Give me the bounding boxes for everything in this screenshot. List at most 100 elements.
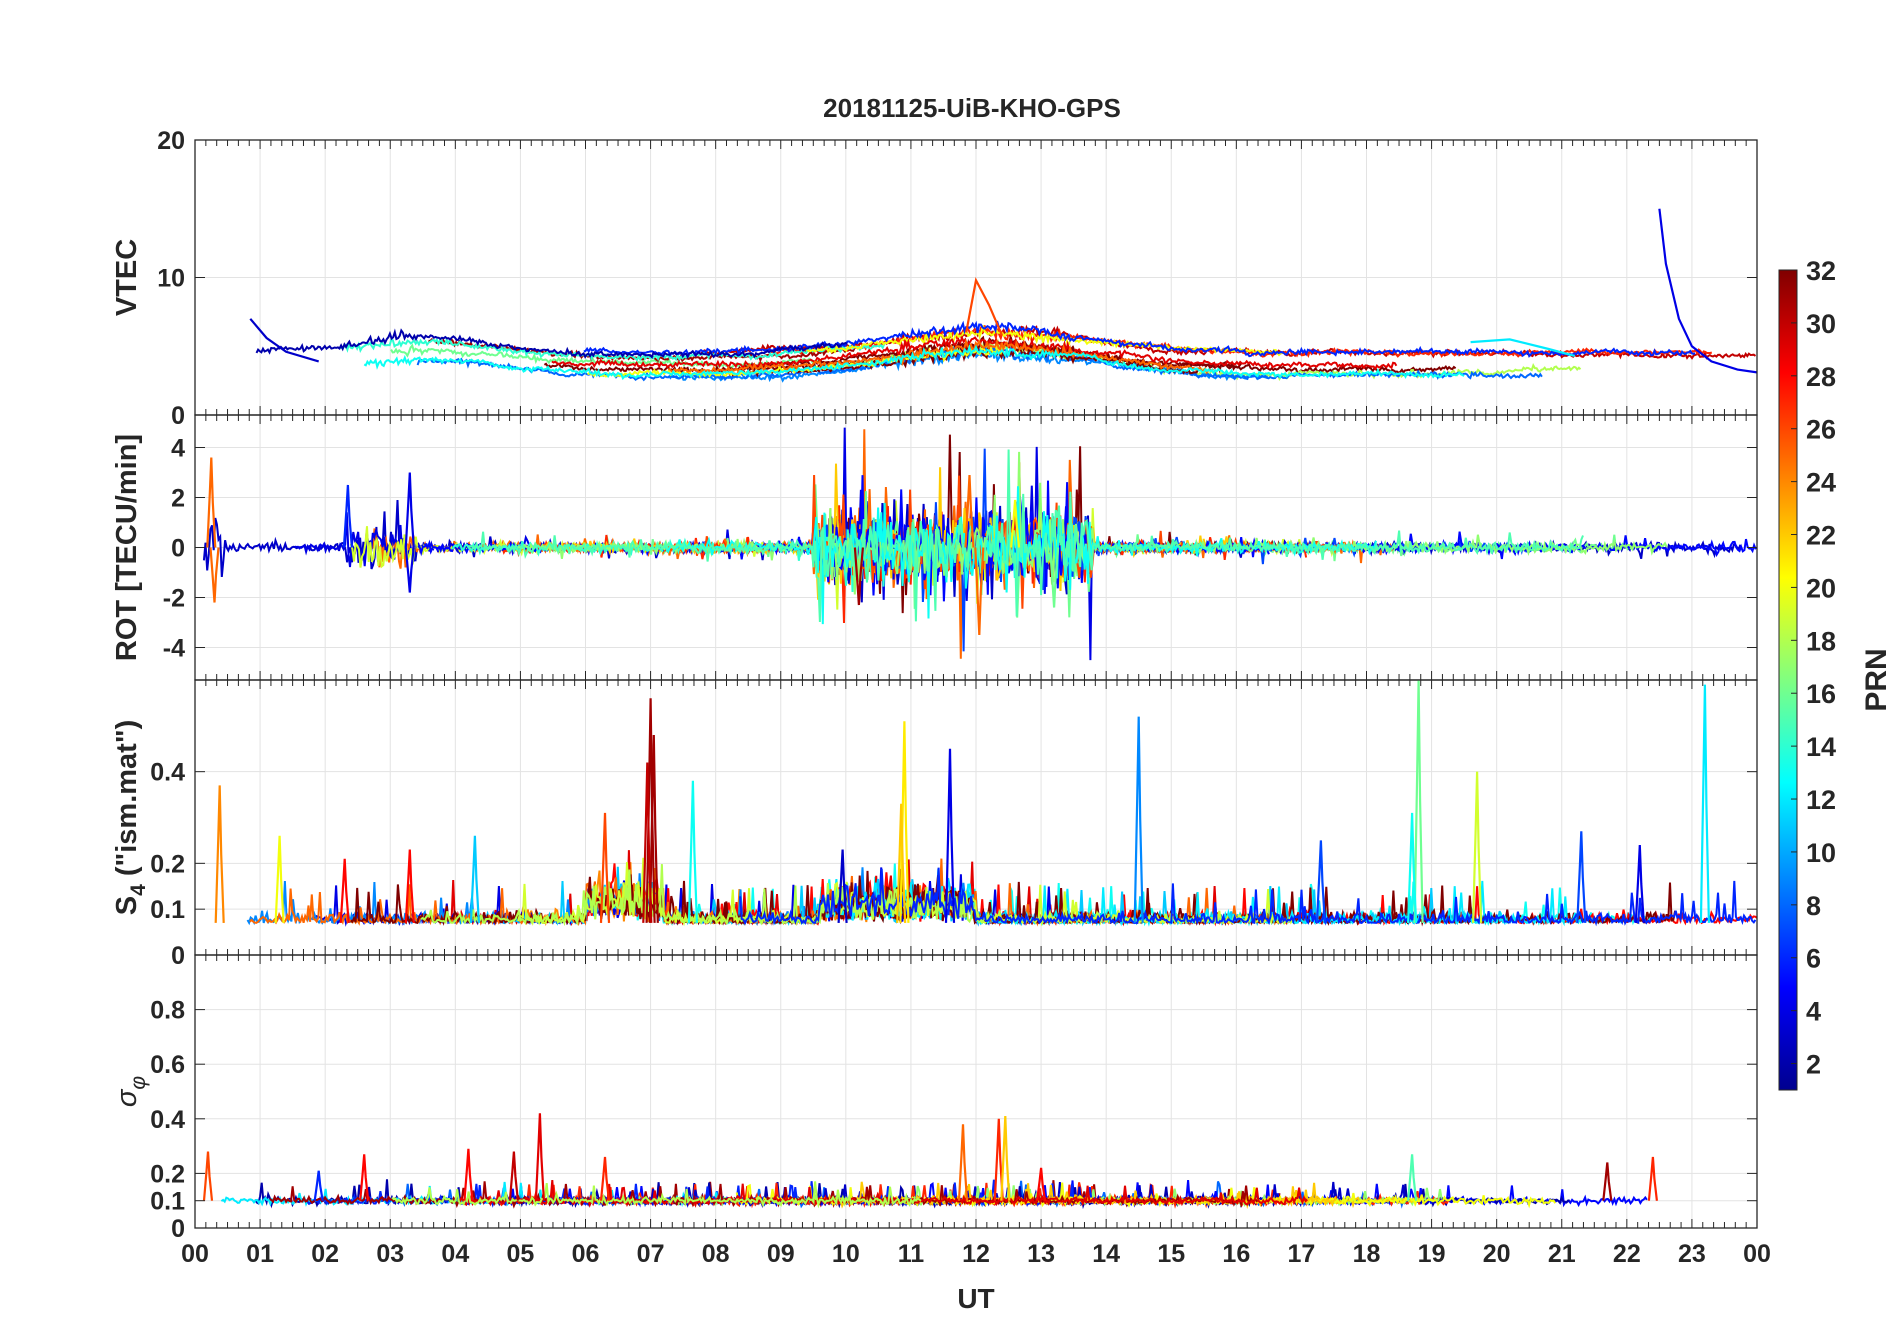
x-tick-label: 15 xyxy=(1157,1240,1185,1268)
y-tick-label: 0.2 xyxy=(150,1160,185,1188)
x-tick-label: 01 xyxy=(246,1240,274,1268)
prn-trace xyxy=(420,864,990,927)
prn-3-trace xyxy=(249,318,320,363)
prn-26-trace xyxy=(965,276,1004,336)
panel-s4-ylabel: S4 ("ism.mat") xyxy=(111,720,150,916)
x-tick-label: 06 xyxy=(572,1240,600,1268)
panel-sigma_phi-ylabel: σφ xyxy=(111,1076,150,1108)
colorbar-tick-label: 20 xyxy=(1806,573,1836,603)
y-tick-label: 2 xyxy=(171,485,185,513)
prn-spike xyxy=(1634,844,1645,923)
prn-trace xyxy=(255,328,848,360)
colorbar-tick-label: 8 xyxy=(1806,891,1821,921)
y-tick-label: 0.1 xyxy=(150,896,185,924)
x-tick-label: 08 xyxy=(702,1240,730,1268)
x-tick-label: 00 xyxy=(1743,1240,1771,1268)
prn-12-trace xyxy=(1470,338,1576,357)
y-tick-label: 0 xyxy=(171,1215,185,1243)
prn-spike xyxy=(642,762,653,923)
colorbar-label: PRN xyxy=(1860,648,1893,711)
prn-spike xyxy=(853,547,864,606)
prn-spike xyxy=(1602,1162,1613,1201)
x-tick-label: 03 xyxy=(376,1240,404,1268)
prn-spike xyxy=(1472,771,1483,923)
prn-spike xyxy=(599,812,611,923)
prn-spike xyxy=(1407,1154,1418,1201)
panel-s4-traces xyxy=(214,680,1757,927)
x-tick-label: 02 xyxy=(311,1240,339,1268)
prn-spike xyxy=(209,547,220,603)
prn-spike xyxy=(214,785,225,923)
colorbar-tick-label: 26 xyxy=(1806,415,1836,445)
prn-trace xyxy=(363,343,1465,381)
panel-vtec-traces xyxy=(249,208,1757,383)
colorbar-tick-label: 6 xyxy=(1806,944,1821,974)
prn-spike xyxy=(508,1151,519,1201)
panel-vtec-ylabel: VTEC xyxy=(111,239,143,316)
colorbar-tick-label: 22 xyxy=(1806,521,1836,551)
y-tick-label: 0.6 xyxy=(150,1051,185,1079)
prn-spike xyxy=(1407,812,1418,923)
prn-spike xyxy=(974,547,985,636)
prn-spike xyxy=(1647,1156,1658,1201)
x-tick-label: 00 xyxy=(181,1240,209,1268)
prn-spike xyxy=(1315,840,1326,923)
panel-rot-ylabel: ROT [TECU/min] xyxy=(111,434,143,661)
x-tick-label: 12 xyxy=(962,1240,990,1268)
prn-spike xyxy=(944,748,956,923)
prn-spike xyxy=(1049,547,1060,608)
prn-spike xyxy=(687,780,698,923)
prn-spike xyxy=(206,457,217,548)
x-tick-label: 19 xyxy=(1418,1240,1446,1268)
prn-trace xyxy=(583,320,1696,358)
prn-spike xyxy=(469,835,480,923)
prn-spike xyxy=(896,803,907,923)
prn-spike xyxy=(404,547,415,593)
prn-spike xyxy=(313,1170,324,1201)
x-tick-label: 22 xyxy=(1613,1240,1641,1268)
prn-spike xyxy=(463,1148,474,1201)
x-tick-label: 11 xyxy=(898,1240,925,1268)
prn-spike xyxy=(274,835,285,923)
prn-spike xyxy=(404,472,415,548)
colorbar-tick-label: 18 xyxy=(1806,626,1836,656)
colorbar-tick-label: 4 xyxy=(1806,997,1821,1027)
x-tick-label: 16 xyxy=(1222,1240,1250,1268)
colorbar-tick-label: 24 xyxy=(1806,468,1836,498)
prn-spike xyxy=(1000,1116,1011,1201)
prn-trace xyxy=(551,335,1398,371)
y-tick-label: 10 xyxy=(157,265,185,293)
y-tick-label: 20 xyxy=(157,127,185,155)
prn-spike xyxy=(957,1124,969,1201)
x-tick-label: 10 xyxy=(832,1240,860,1268)
prn-trace xyxy=(739,867,1757,927)
colorbar-tick-label: 28 xyxy=(1806,362,1836,392)
panel-sigma_phi-traces xyxy=(202,1113,1658,1210)
panel-rot-traces xyxy=(202,427,1757,661)
y-tick-label: 0.8 xyxy=(150,997,185,1025)
chart-title: 20181125-UiB-KHO-GPS xyxy=(823,93,1121,123)
prn-spike xyxy=(993,1118,1004,1201)
x-tick-label: 09 xyxy=(767,1240,795,1268)
y-tick-label: 0 xyxy=(171,535,185,563)
y-tick-label: 0.1 xyxy=(150,1188,185,1216)
prn-spike xyxy=(359,1154,370,1201)
prn-spike xyxy=(404,849,415,923)
prn-4-trace xyxy=(1658,208,1757,374)
y-tick-label: 0 xyxy=(171,942,185,970)
colorbar-gradient xyxy=(1778,269,1798,1091)
x-tick-label: 20 xyxy=(1483,1240,1511,1268)
colorbar-tick-label: 14 xyxy=(1806,732,1836,762)
x-tick-label: 17 xyxy=(1288,1240,1316,1268)
prn-spike xyxy=(964,474,975,548)
panel-s4: 0 0.1 0.2 0.4S4 ("ism.mat") xyxy=(111,679,1758,970)
prn-spike xyxy=(1699,684,1710,923)
colorbar-tick-label: 2 xyxy=(1806,1050,1821,1080)
prn-trace xyxy=(391,1181,922,1209)
prn-trace xyxy=(468,449,1584,623)
panel-vtec: 0 10 20 VTEC xyxy=(111,127,1758,430)
prn-spike xyxy=(837,849,848,923)
prn-spike xyxy=(1413,680,1424,923)
y-tick-label: 0.2 xyxy=(150,850,185,878)
